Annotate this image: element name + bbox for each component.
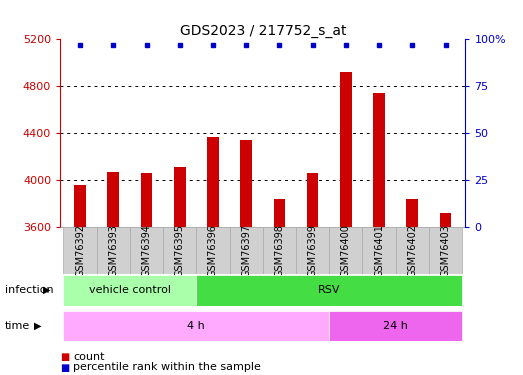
Bar — [274, 199, 285, 227]
Bar — [429, 227, 462, 274]
Bar — [174, 167, 186, 227]
Bar — [241, 140, 252, 227]
Bar — [63, 227, 97, 274]
Bar — [307, 173, 319, 227]
Bar — [163, 227, 196, 274]
Text: GSM76400: GSM76400 — [341, 224, 351, 277]
Bar — [97, 227, 130, 274]
Bar — [63, 310, 329, 341]
Text: GSM76395: GSM76395 — [175, 224, 185, 277]
Text: 4 h: 4 h — [187, 321, 205, 331]
Bar — [130, 227, 163, 274]
Text: RSV: RSV — [318, 285, 340, 295]
Text: GSM76403: GSM76403 — [440, 224, 450, 277]
Bar — [396, 227, 429, 274]
Text: 24 h: 24 h — [383, 321, 408, 331]
Bar — [329, 227, 362, 274]
Bar — [63, 275, 196, 306]
Text: GSM76393: GSM76393 — [108, 224, 118, 277]
Text: ■: ■ — [60, 363, 70, 372]
Bar — [440, 213, 451, 227]
Bar — [362, 227, 396, 274]
Text: time: time — [5, 321, 30, 331]
Bar — [263, 227, 296, 274]
Text: vehicle control: vehicle control — [89, 285, 171, 295]
Text: GSM76401: GSM76401 — [374, 224, 384, 277]
Title: GDS2023 / 217752_s_at: GDS2023 / 217752_s_at — [179, 24, 346, 38]
Text: GSM76399: GSM76399 — [308, 224, 317, 277]
Bar — [74, 185, 86, 227]
Bar — [108, 172, 119, 227]
Text: GSM76402: GSM76402 — [407, 224, 417, 277]
Text: GSM76392: GSM76392 — [75, 224, 85, 277]
Bar — [340, 72, 351, 227]
Bar — [196, 227, 230, 274]
Text: infection: infection — [5, 285, 54, 295]
Bar — [406, 199, 418, 227]
Bar — [196, 275, 462, 306]
Bar — [207, 136, 219, 227]
Bar — [329, 310, 462, 341]
Text: ▶: ▶ — [34, 321, 41, 331]
Text: ■: ■ — [60, 352, 70, 362]
Text: count: count — [73, 352, 105, 362]
Text: ▶: ▶ — [43, 285, 51, 295]
Text: GSM76398: GSM76398 — [275, 224, 285, 277]
Text: GSM76394: GSM76394 — [142, 224, 152, 277]
Bar — [373, 93, 385, 227]
Text: GSM76397: GSM76397 — [241, 224, 251, 277]
Text: percentile rank within the sample: percentile rank within the sample — [73, 363, 261, 372]
Bar — [296, 227, 329, 274]
Bar — [230, 227, 263, 274]
Bar — [141, 173, 152, 227]
Text: GSM76396: GSM76396 — [208, 224, 218, 277]
